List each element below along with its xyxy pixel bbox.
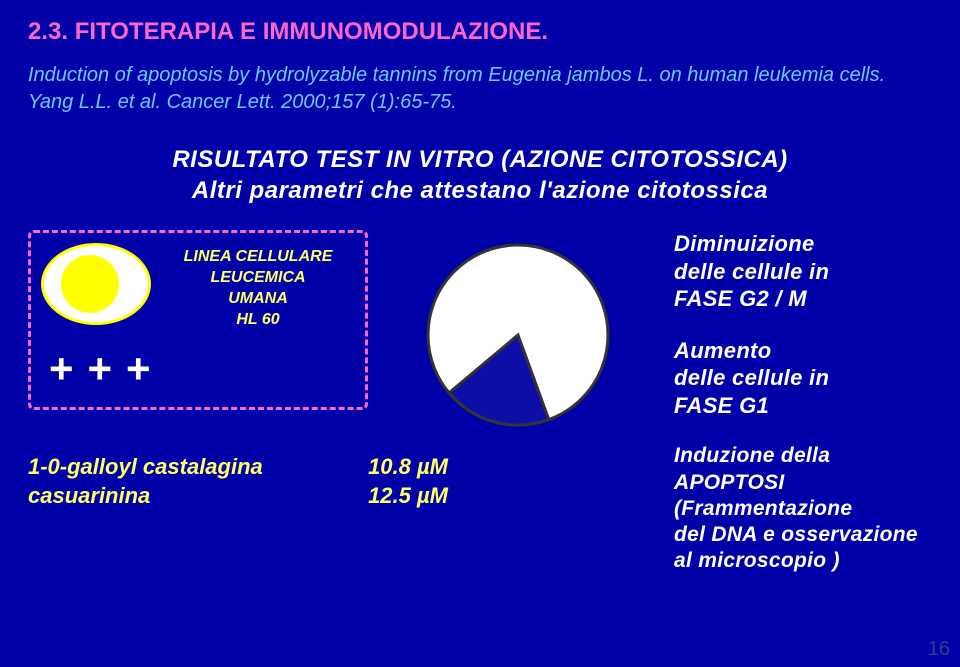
left-column: LINEA CELLULARE LEUCEMICA UMANA HL 60 ++… [28, 230, 368, 511]
page-number: 16 [928, 638, 950, 661]
cell-box-top: LINEA CELLULARE LEUCEMICA UMANA HL 60 [41, 243, 355, 330]
slide-title: 2.3. FITOTERAPIA E IMMUNOMODULAZIONE. [28, 18, 932, 46]
compound-1-name: 1-0-galloyl castalagina [28, 452, 263, 482]
result-block-2: Aumento delle cellule in FASE G1 [674, 337, 932, 420]
pie-chart [423, 240, 613, 430]
r3-line4: del DNA e osservazione [674, 523, 918, 546]
r3-line2: APOPTOSI [674, 471, 785, 494]
cell-label-line1: LINEA CELLULARE [161, 247, 355, 268]
cell-line-box: LINEA CELLULARE LEUCEMICA UMANA HL 60 ++… [28, 230, 368, 409]
r2-line2: delle cellule in [674, 365, 829, 390]
cell-label-line2: LEUCEMICA [161, 268, 355, 289]
compound-1-value: 10.8 µM [368, 452, 448, 482]
r1-line2: delle cellule in [674, 259, 829, 284]
test-header-line1: RISULTATO TEST IN VITRO (AZIONE CITOTOSS… [172, 146, 787, 173]
citation-text: Induction of apoptosis by hydrolyzable t… [28, 62, 932, 116]
compound-2-value: 12.5 µM [368, 481, 448, 511]
content-row: LINEA CELLULARE LEUCEMICA UMANA HL 60 ++… [28, 230, 932, 574]
r2-line1: Aumento [674, 338, 771, 363]
r3-line5: al microscopio ) [674, 549, 840, 572]
slide: 2.3. FITOTERAPIA E IMMUNOMODULAZIONE. In… [0, 0, 960, 667]
cell-nucleus [61, 255, 119, 313]
test-header-line2: Altri parametri che attestano l'azione c… [192, 177, 768, 204]
r3-line1: Induzione della [674, 444, 830, 467]
pie-svg [423, 240, 613, 430]
result-block-3: Induzione della APOPTOSI (Frammentazione… [674, 443, 932, 574]
cell-label-line4: HL 60 [161, 310, 355, 331]
compound-list: 1-0-galloyl castalagina 10.8 µM casuarin… [28, 452, 368, 511]
r1-line3: FASE G2 / M [674, 286, 807, 311]
compound-row-2: casuarinina 12.5 µM [28, 481, 448, 511]
cell-line-label: LINEA CELLULARE LEUCEMICA UMANA HL 60 [161, 243, 355, 330]
test-header: RISULTATO TEST IN VITRO (AZIONE CITOTOSS… [28, 144, 932, 206]
r3-line3: (Frammentazione [674, 497, 852, 520]
middle-column [388, 230, 648, 430]
r1-line1: Diminuizione [674, 231, 815, 256]
r2-line3: FASE G1 [674, 393, 769, 418]
cell-icon [41, 243, 151, 325]
compound-row-1: 1-0-galloyl castalagina 10.8 µM [28, 452, 448, 482]
plus-markers: +++ [41, 345, 355, 393]
cell-label-line3: UMANA [161, 289, 355, 310]
right-column: Diminuizione delle cellule in FASE G2 / … [668, 230, 932, 574]
result-block-1: Diminuizione delle cellule in FASE G2 / … [674, 230, 932, 313]
compound-2-name: casuarinina [28, 481, 150, 511]
